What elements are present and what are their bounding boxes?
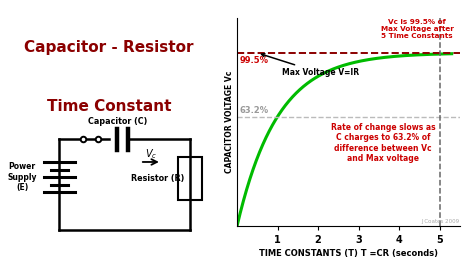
Text: 63.2%: 63.2% <box>239 106 269 115</box>
Text: Capacitor (C): Capacitor (C) <box>89 117 148 126</box>
Text: J Coates 2009: J Coates 2009 <box>421 219 459 224</box>
Text: Rate of change slows as
C charges to 63.2% of
difference between Vc
and Max volt: Rate of change slows as C charges to 63.… <box>330 123 435 163</box>
Text: Time Constant: Time Constant <box>47 99 171 114</box>
Text: Vc is 99.5% of
Max Voltage after
5 Time Constants: Vc is 99.5% of Max Voltage after 5 Time … <box>381 19 454 38</box>
Text: 99.5%: 99.5% <box>239 56 268 65</box>
Bar <box>178 158 202 200</box>
Text: Capacitor - Resistor: Capacitor - Resistor <box>24 40 194 55</box>
Text: Resistor (R): Resistor (R) <box>131 174 184 183</box>
Text: Max Voltage V=IR: Max Voltage V=IR <box>262 54 359 77</box>
Y-axis label: CAPACITOR VOLTAGE Vc: CAPACITOR VOLTAGE Vc <box>225 71 234 173</box>
Text: Power
Supply
(E): Power Supply (E) <box>8 162 37 192</box>
X-axis label: TIME CONSTANTS (T) T =CR (seconds): TIME CONSTANTS (T) T =CR (seconds) <box>259 249 438 258</box>
Text: $V_c$: $V_c$ <box>145 147 157 161</box>
